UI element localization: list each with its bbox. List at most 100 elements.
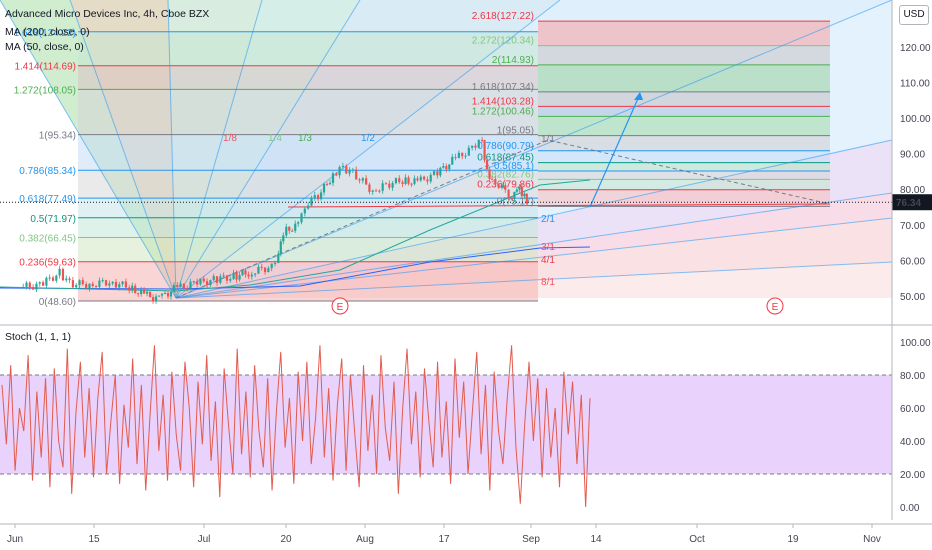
time-tick-label: Nov <box>863 534 881 545</box>
candle-body <box>172 284 176 292</box>
candle-body <box>419 176 422 181</box>
gann-fan-ray <box>175 0 263 299</box>
candle-body <box>300 213 303 223</box>
price-pane[interactable]: 0(48.60) 0.236(59.63) 0.382(66.45) 0.5(71.9… <box>0 0 893 324</box>
time-tick-label: 17 <box>438 534 450 545</box>
candle-body <box>345 165 348 174</box>
fib-extension-label: 1.272(100.46) <box>472 106 534 117</box>
gann-fan-ray <box>175 0 561 299</box>
candle-body <box>291 230 294 232</box>
candle-body <box>313 195 316 198</box>
candle-body <box>137 293 140 295</box>
fib-retracement-label: 0.236(59.63) <box>19 258 76 269</box>
candle-body <box>361 178 364 181</box>
fib-extension-label: 2.618(127.22) <box>472 11 534 22</box>
candle-body <box>500 185 504 188</box>
candle-body <box>423 176 426 180</box>
candle-body <box>75 285 78 288</box>
ma200-legend[interactable]: MA (200, close, 0) <box>5 26 90 38</box>
candle-body <box>241 270 244 276</box>
fib-extension-label: 2(114.93) <box>492 55 534 66</box>
gann-fan-label: 4/1 <box>541 255 555 266</box>
candle-body <box>68 278 71 281</box>
candle-body <box>55 275 58 281</box>
candle-body <box>131 285 134 291</box>
candle-body <box>307 205 310 209</box>
ma50-legend[interactable]: MA (50, close, 0) <box>5 41 84 53</box>
candle-body <box>401 182 404 184</box>
gann-fan-label: 1/2 <box>361 133 375 144</box>
candle-body <box>322 183 326 193</box>
fib-retracement-label: 0.382(66.45) <box>19 233 76 244</box>
candle-body <box>78 280 81 286</box>
candle-body <box>426 179 429 182</box>
candle-body <box>88 283 91 289</box>
candle-body <box>410 183 413 185</box>
candle-body <box>368 184 371 192</box>
time-tick-label: 19 <box>787 534 799 545</box>
fib-extension-label: 1.414(103.28) <box>472 96 534 107</box>
candle-body <box>85 284 88 289</box>
fib-retracement-band <box>78 134 538 171</box>
fib-extension-band <box>538 91 830 107</box>
candle-body <box>225 275 229 281</box>
candle-body <box>448 164 451 170</box>
projection-line <box>175 139 831 299</box>
fib-retracement-band <box>78 65 538 90</box>
fib-retracement-band <box>78 31 538 66</box>
fib-extension-band <box>538 162 830 172</box>
candle-body <box>416 178 419 181</box>
candle-body <box>45 277 48 286</box>
last-price-tag <box>892 194 932 211</box>
candle-body <box>179 283 182 287</box>
candle-body <box>143 289 146 294</box>
candle-body <box>189 281 192 289</box>
candle-body <box>471 145 474 148</box>
candle-body <box>160 293 164 296</box>
fib-extension-band <box>538 21 830 46</box>
candle-body <box>111 281 114 284</box>
fib-extension-band <box>538 116 830 136</box>
gann-fan-ray <box>167 0 177 299</box>
stoch-tick-label: 40.00 <box>900 437 925 448</box>
gann-fan-label: 8/1 <box>541 277 555 288</box>
chart-title: Advanced Micro Devices Inc, 4h, Cboe BZX <box>5 8 210 20</box>
candle-body <box>338 167 341 176</box>
candle-body <box>154 296 158 302</box>
candle-body <box>497 184 500 188</box>
fib-retracement-band <box>78 170 538 199</box>
price-tick-label: 60.00 <box>900 256 925 267</box>
candle-body <box>429 174 432 182</box>
candle-body <box>169 291 173 297</box>
last-price-value: 76.34 <box>896 198 921 209</box>
candle-body <box>477 139 480 148</box>
candle-body <box>467 147 470 156</box>
candle-body <box>279 241 282 254</box>
currency-button[interactable]: USD <box>899 5 929 25</box>
candle-body <box>288 226 291 231</box>
price-tick-label: 110.00 <box>900 78 930 89</box>
candle-body <box>464 155 467 157</box>
candle-body <box>391 183 394 188</box>
candle-body <box>277 253 280 264</box>
candle-body <box>41 282 45 286</box>
candle-body <box>365 178 368 185</box>
candle-body <box>507 189 510 199</box>
candle-body <box>199 278 202 285</box>
earnings-marker <box>331 297 349 315</box>
candle-body <box>445 166 448 170</box>
gann-fan-label: 1/4 <box>268 133 282 144</box>
candle-body <box>232 272 235 279</box>
candle-body <box>101 280 104 282</box>
stoch-pane[interactable]: Stoch (1, 1, 1) <box>0 326 892 520</box>
fib-retracement-label: 0.618(77.49) <box>19 194 76 205</box>
candle-body <box>38 282 41 284</box>
candle-body <box>114 281 118 288</box>
candle-body <box>238 275 241 280</box>
time-tick-label: 14 <box>590 534 602 545</box>
fib-extension-band <box>538 106 830 117</box>
candle-body <box>398 178 401 183</box>
fib-extension-band <box>538 179 830 190</box>
